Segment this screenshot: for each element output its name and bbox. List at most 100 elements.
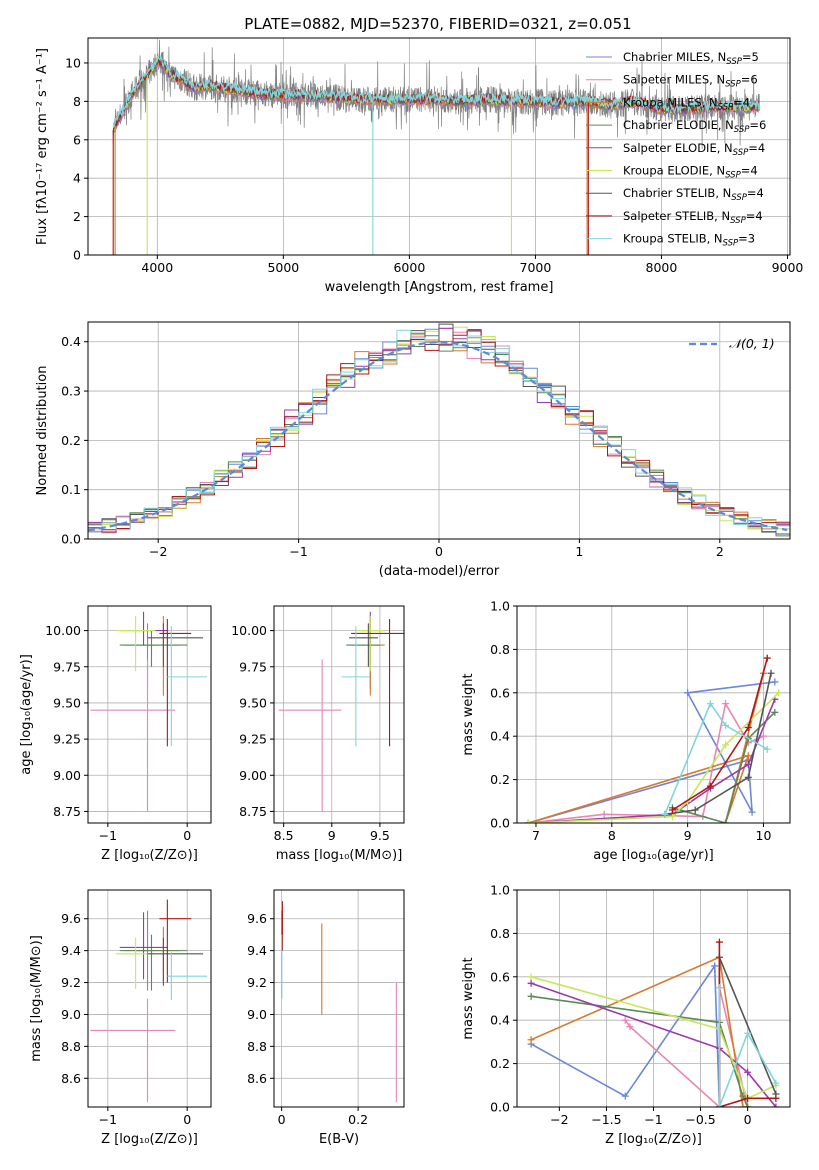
- y-tick-label: 9.2: [61, 975, 81, 990]
- axes-frame: [87, 605, 212, 824]
- y-tick-label: 9.6: [61, 911, 81, 926]
- histogram-stelib_krou: [88, 329, 790, 531]
- weight-marker: [600, 810, 608, 818]
- weight-marker: [527, 979, 535, 987]
- x-tick-label: 4000: [141, 260, 173, 275]
- weight-marker: [772, 1079, 780, 1087]
- x-tick-label: 0.2: [348, 1112, 368, 1127]
- y-tick-label: 0.8: [490, 926, 510, 941]
- weight-marker: [715, 938, 723, 946]
- weight-marker: [722, 721, 730, 729]
- weight-marker: [706, 782, 714, 790]
- frame: −1 0 8.75 9.00 9.25 9.50 9.75 10.00 Z [log₁₀(Z/Z…: [19, 605, 212, 863]
- weight-marker: [739, 1092, 747, 1100]
- y-tick-label: 8.8: [247, 1039, 267, 1054]
- x-tick-label: −1: [99, 1112, 117, 1127]
- weight-marker: [626, 1023, 634, 1031]
- y-axis-label: Flux [fλ10⁻¹⁷ erg cm⁻² s⁻¹ A⁻¹]: [35, 48, 50, 245]
- x-tick-label: −2: [149, 544, 167, 559]
- weight-marker: [775, 689, 783, 697]
- y-tick-label: 9.6: [247, 911, 267, 926]
- y-tick-label: 4: [73, 171, 81, 186]
- weight-line: [530, 982, 777, 1107]
- x-tick-label: −0.5: [685, 1112, 715, 1127]
- frame: 7 8 9 10 0.0 0.2 0.4 0.6 0.8 1.0 age [log₁₀(age/yr…: [461, 599, 791, 863]
- y-axis-label: mass weight: [461, 957, 476, 1039]
- weight-marker: [744, 773, 752, 781]
- x-tick-label: 6000: [393, 260, 425, 275]
- weight-line: [664, 673, 772, 816]
- legend-label: Chabrier STELIB, NSSP=4: [623, 186, 764, 203]
- x-tick-label: 5000: [267, 260, 299, 275]
- weight-marker: [772, 1103, 780, 1107]
- y-tick-label: 0.4: [490, 729, 510, 744]
- y-tick-label: 6: [73, 132, 81, 147]
- x-tick-label: 9.5: [370, 828, 390, 843]
- frame: 0 0.2 8.6 8.8 9.0 9.2 9.4 9.6 E(B-V): [247, 889, 405, 1147]
- x-tick-label: 9000: [772, 260, 804, 275]
- y-tick-label: 0.6: [490, 969, 510, 984]
- y-tick-label: 8.6: [61, 1071, 81, 1086]
- weight-marker: [621, 1092, 629, 1100]
- weight-marker: [527, 973, 535, 981]
- legend: 𝒩(0, 1): [689, 336, 775, 351]
- frame: −1 0 8.6 8.8 9.0 9.2 9.4 9.6 Z [log₁₀(Z/Z⊙)] mass…: [29, 889, 212, 1147]
- weight-marker: [772, 1094, 780, 1102]
- legend-label: Salpeter ELODIE, NSSP=4: [623, 141, 765, 158]
- x-axis-label: Z [log₁₀(Z/Z⊙)]: [101, 1132, 198, 1147]
- x-tick-label: 0: [435, 544, 443, 559]
- weight-marker: [744, 1029, 752, 1037]
- x-tick-label: 9: [684, 828, 692, 843]
- weight-marker: [668, 812, 676, 820]
- axes-frame: [273, 605, 405, 824]
- y-tick-label: 9.2: [247, 975, 267, 990]
- histogram-stelib_salp: [88, 330, 790, 531]
- y-axis-label: Normed distribution: [35, 366, 50, 496]
- axes-age_vs_Z: −1 0 8.75 9.00 9.25 9.50 9.75 10.00 Z [log₁₀(Z/Z…: [19, 605, 212, 863]
- weight-marker: [668, 806, 676, 814]
- x-axis-label: Z [log₁₀(Z/Z⊙)]: [101, 848, 198, 863]
- x-tick-label: 2: [716, 544, 724, 559]
- y-axis-label: mass weight: [461, 673, 476, 755]
- weight-marker: [767, 669, 775, 677]
- y-tick-label: 0.4: [490, 1013, 510, 1028]
- x-tick-label: 1: [575, 544, 583, 559]
- y-axis-label: mass [log₁₀(M/M⊙)]: [29, 935, 44, 1062]
- y-tick-label: 2: [73, 209, 81, 224]
- x-tick-label: −1: [644, 1112, 662, 1127]
- x-tick-label: 8: [608, 828, 616, 843]
- legend-label: Salpeter MILES, NSSP=6: [623, 73, 758, 90]
- y-tick-label: 9.50: [53, 695, 81, 710]
- weight-marker: [759, 732, 767, 740]
- weight-marker: [771, 678, 779, 686]
- weight-marker: [621, 1016, 629, 1024]
- weight-marker: [715, 1103, 723, 1107]
- weight-marker: [744, 752, 752, 760]
- axes-frame: [87, 889, 212, 1108]
- x-tick-label: 8000: [646, 260, 678, 275]
- x-tick-label: 9: [328, 828, 336, 843]
- axes-weight_vs_Z: −2 −1.5 −1 −0.5 0 0.0 0.2 0.4 0.6 0.8 1.0 Z [log₁₀(…: [461, 883, 791, 1147]
- y-tick-label: 0.8: [490, 642, 510, 657]
- weight-marker: [722, 741, 730, 749]
- x-axis-label: (data-model)/error: [379, 564, 500, 579]
- weight-line: [530, 995, 749, 1107]
- y-tick-label: 1.0: [490, 883, 510, 898]
- weight-line: [624, 987, 749, 1107]
- weight-marker: [524, 819, 532, 823]
- x-axis-label: Z [log₁₀(Z/Z⊙)]: [605, 1132, 702, 1147]
- x-tick-label: −1.5: [591, 1112, 621, 1127]
- x-tick-label: 0: [183, 828, 191, 843]
- x-tick-label: 7000: [520, 260, 552, 275]
- weight-marker: [691, 806, 699, 814]
- legend-label: 𝒩(0, 1): [729, 336, 775, 351]
- y-tick-label: 9.0: [61, 1007, 81, 1022]
- x-tick-label: 8.5: [274, 828, 294, 843]
- weight-line: [530, 976, 777, 1100]
- weight-marker: [706, 700, 714, 708]
- y-tick-label: 9.4: [247, 943, 267, 958]
- axes-frame: [273, 889, 405, 1108]
- x-axis-label: E(B-V): [319, 1132, 359, 1147]
- y-tick-label: 9.25: [239, 732, 267, 747]
